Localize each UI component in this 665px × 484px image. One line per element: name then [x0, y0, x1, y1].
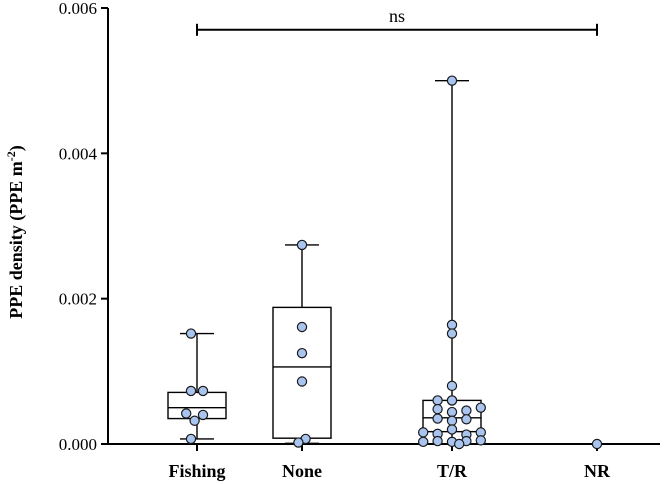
- data-points: [180, 75, 603, 450]
- data-point: [180, 408, 192, 419]
- data-point: [454, 438, 465, 450]
- data-point: [296, 347, 308, 359]
- data-point: [446, 406, 458, 418]
- data-point: [446, 395, 458, 406]
- data-point: [461, 414, 472, 425]
- y-tick-label: 0.004: [59, 144, 98, 163]
- data-point: [185, 328, 197, 339]
- x-tick-label: NR: [584, 461, 611, 481]
- boxes: [167, 79, 482, 445]
- data-point: [189, 415, 200, 426]
- data-point: [418, 436, 429, 448]
- y-axis-title-sup: -2: [4, 151, 18, 161]
- data-point: [296, 321, 308, 333]
- data-point: [432, 435, 443, 447]
- y-axis-title: PPE density (PPE m-2): [4, 145, 27, 319]
- x-tick-label: Fishing: [168, 461, 225, 481]
- y-tick-label: 0.006: [59, 0, 97, 18]
- data-point: [432, 395, 443, 406]
- data-point: [418, 427, 429, 438]
- data-point: [446, 415, 458, 426]
- data-point: [446, 424, 458, 435]
- data-point: [197, 385, 209, 397]
- data-point: [296, 376, 308, 387]
- y-axis-title-suffix: ): [6, 145, 27, 151]
- y-ticks: 0.000 0.002 0.004 0.006: [59, 0, 108, 454]
- data-point: [446, 319, 458, 331]
- x-tick-label: None: [282, 461, 322, 481]
- data-point: [475, 402, 486, 413]
- data-point: [446, 328, 458, 339]
- data-point: [475, 435, 486, 446]
- x-tick-labels: Fishing None T/R NR: [168, 444, 611, 481]
- y-tick-label: 0.002: [59, 290, 97, 309]
- data-point: [432, 403, 443, 415]
- data-point: [461, 405, 472, 416]
- data-point: [185, 385, 197, 397]
- y-axis-title-main: PPE density (PPE m: [6, 161, 27, 319]
- data-point: [446, 75, 458, 86]
- significance-bracket: ns: [196, 6, 598, 36]
- data-point: [446, 380, 458, 392]
- data-point: [293, 437, 304, 448]
- data-point: [185, 433, 197, 445]
- data-point: [296, 239, 308, 251]
- x-tick-label: T/R: [437, 461, 468, 481]
- iqr-box: [167, 391, 227, 420]
- y-tick-label: 0.000: [59, 435, 97, 454]
- axes: [107, 8, 660, 445]
- data-point: [591, 438, 603, 450]
- significance-label: ns: [389, 6, 405, 26]
- data-point: [432, 413, 443, 424]
- data-point: [197, 409, 209, 421]
